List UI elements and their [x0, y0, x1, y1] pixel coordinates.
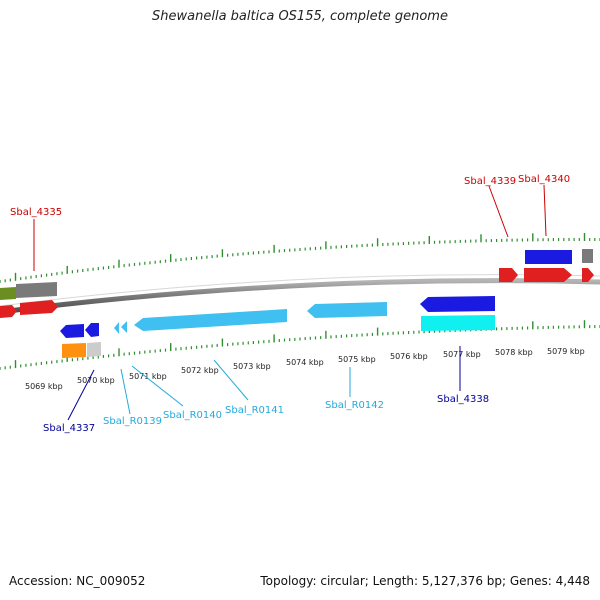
outer-features [0, 249, 594, 318]
gene-arrow-red[interactable] [582, 268, 594, 282]
gene-arrow-gray[interactable] [16, 282, 57, 298]
genome-backbone [0, 278, 600, 315]
gene-arrow-blue[interactable] [525, 250, 572, 264]
inner-features [60, 296, 495, 358]
gene-label-sbal-4340[interactable]: Sbal_4340 [518, 174, 570, 185]
kbp-label: 5076 kbp [390, 352, 428, 361]
gene-label-sbal-4339[interactable]: Sbal_4339 [464, 176, 516, 187]
kbp-label: 5073 kbp [233, 362, 271, 371]
kbp-label: 5078 kbp [495, 348, 533, 357]
gene-arrow-cyan[interactable] [421, 315, 495, 331]
gene-arrow-blue[interactable] [420, 296, 495, 312]
kbp-scale-labels: 5069 kbp 5070 kbp 5071 kbp 5072 kbp 5073… [25, 347, 585, 391]
kbp-label: 5071 kbp [129, 372, 167, 381]
gene-arrow-red[interactable] [0, 305, 17, 318]
rrna-arrow-light-blue[interactable] [121, 321, 127, 333]
leader-line [120, 368, 131, 415]
topology-text: Topology: circular; Length: 5,127,376 bp… [260, 574, 590, 588]
gene-arrow-red[interactable] [20, 300, 58, 315]
gene-arrow-olive[interactable] [0, 287, 16, 300]
leader-line [131, 365, 184, 407]
genome-title: Shewanella baltica OS155, complete genom… [152, 9, 448, 24]
gene-label-sbal-4335[interactable]: Sbal_4335 [10, 207, 62, 218]
inner-tick-scale [0, 320, 600, 370]
gene-labels: Sbal_4335 Sbal_4339 Sbal_4340 Sbal_4337 … [10, 174, 570, 434]
leader-line [488, 185, 509, 238]
gene-label-sbal-4338[interactable]: Sbal_4338 [437, 394, 489, 405]
gene-arrow-orange[interactable] [62, 343, 86, 358]
kbp-label: 5077 kbp [443, 350, 481, 359]
leader-lines [33, 184, 547, 421]
kbp-label: 5069 kbp [25, 382, 63, 391]
gene-arrow-blue[interactable] [60, 324, 84, 338]
leader-line [67, 369, 95, 421]
accession-text: Accession: NC_009052 [9, 574, 146, 588]
kbp-label: 5070 kbp [77, 376, 115, 385]
gene-label-sbal-4337[interactable]: Sbal_4337 [43, 423, 95, 434]
gene-arrow-red[interactable] [524, 268, 572, 282]
gene-arrow-light-gray[interactable] [87, 342, 101, 357]
rrna-arrow-light-blue[interactable] [134, 309, 287, 331]
leader-line [543, 184, 547, 237]
gene-label-sbal-r0141[interactable]: Sbal_R0141 [225, 405, 284, 416]
outer-tick-scale [0, 233, 600, 283]
gene-arrow-red[interactable] [499, 268, 518, 282]
gene-label-sbal-r0140[interactable]: Sbal_R0140 [163, 410, 222, 421]
gene-arrow-blue[interactable] [85, 323, 99, 337]
kbp-label: 5075 kbp [338, 355, 376, 364]
kbp-label: 5072 kbp [181, 366, 219, 375]
rrna-arrow-light-blue[interactable] [114, 322, 119, 334]
gene-label-sbal-r0142[interactable]: Sbal_R0142 [325, 400, 384, 411]
leader-line [213, 359, 249, 401]
kbp-label: 5074 kbp [286, 358, 324, 367]
rrna-arrow-light-blue[interactable] [307, 302, 387, 318]
gene-arrow-gray[interactable] [582, 249, 593, 263]
kbp-label: 5079 kbp [547, 347, 585, 356]
gene-label-sbal-r0139[interactable]: Sbal_R0139 [103, 416, 162, 427]
